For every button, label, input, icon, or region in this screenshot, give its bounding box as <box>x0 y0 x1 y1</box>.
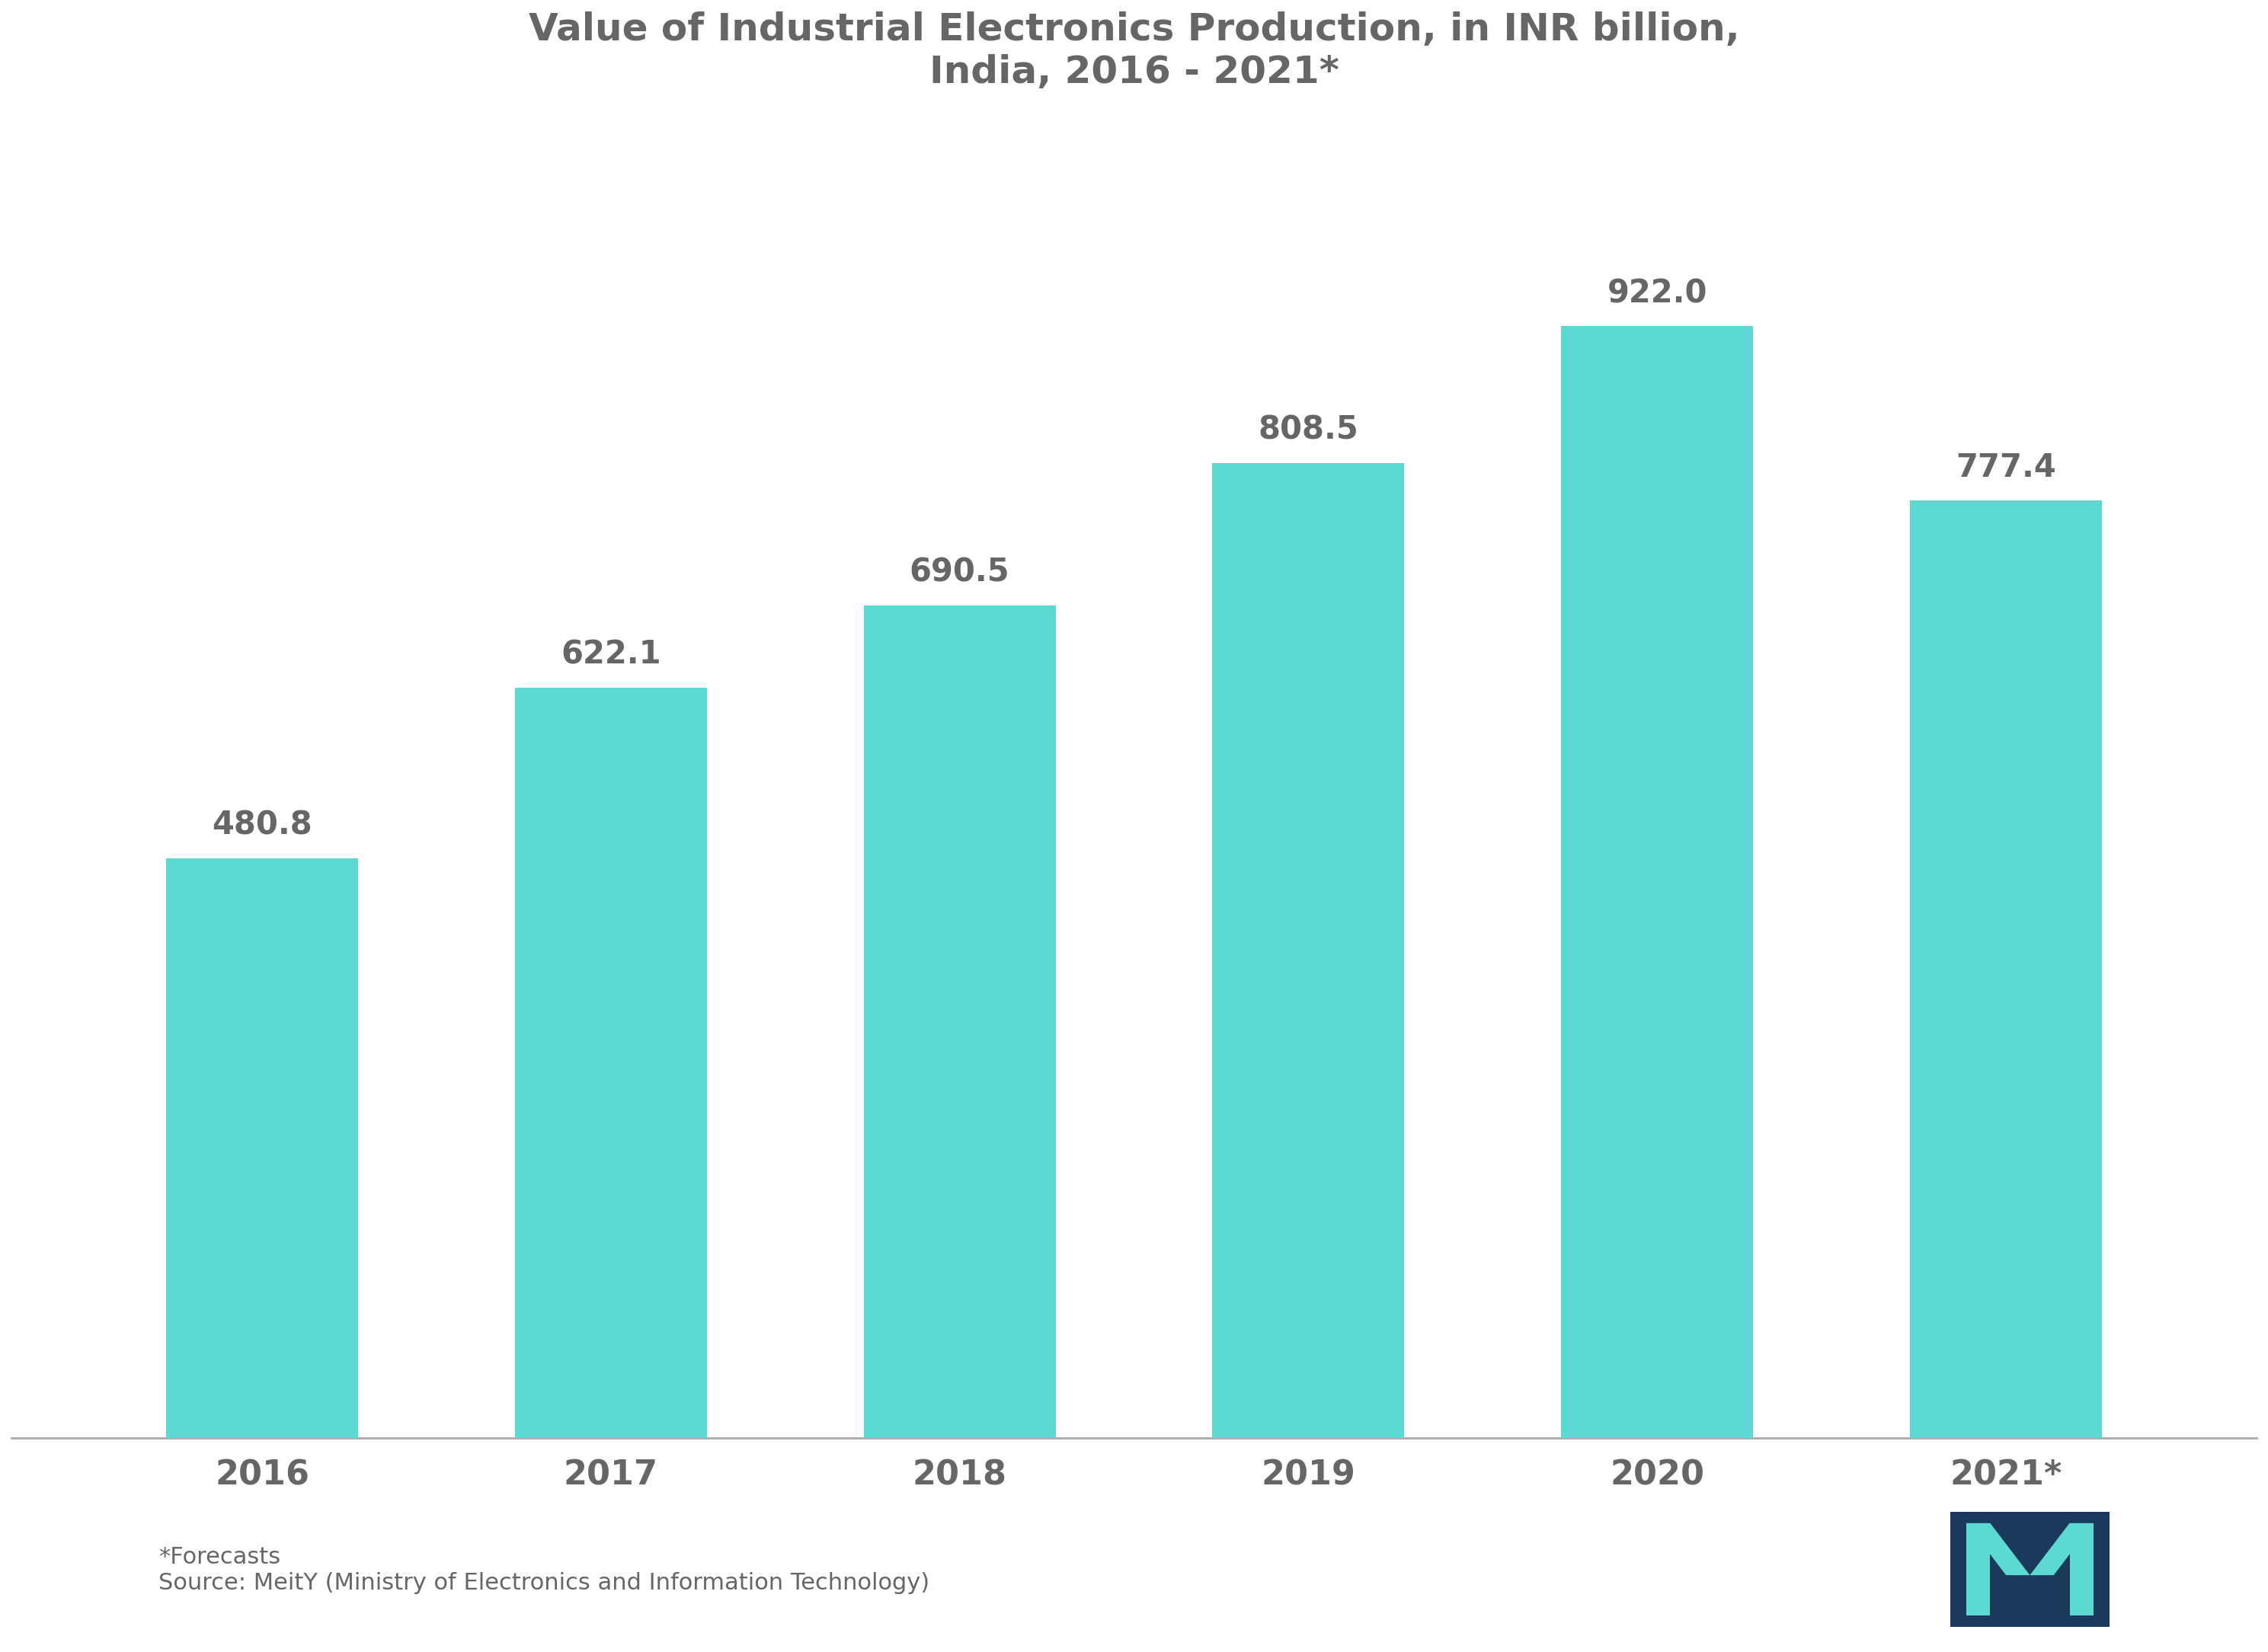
Text: 808.5: 808.5 <box>1259 415 1359 446</box>
Text: *Forecasts
Source: MeitY (Ministry of Electronics and Information Technology): *Forecasts Source: MeitY (Ministry of El… <box>159 1546 930 1594</box>
Text: 480.8: 480.8 <box>211 809 313 841</box>
Bar <box>864 605 1055 1437</box>
Polygon shape <box>1966 1523 2030 1576</box>
Text: 622.1: 622.1 <box>560 639 660 671</box>
Polygon shape <box>2068 1523 2093 1616</box>
Text: 777.4: 777.4 <box>1955 451 2057 484</box>
Polygon shape <box>1950 1512 2109 1627</box>
Bar <box>1910 501 2102 1437</box>
Polygon shape <box>2030 1523 2093 1576</box>
Text: 922.0: 922.0 <box>1608 278 1708 309</box>
Polygon shape <box>1966 1523 1989 1616</box>
Bar <box>515 687 708 1437</box>
Text: 690.5: 690.5 <box>909 557 1009 588</box>
Title: Value of Industrial Electronics Production, in INR billion,
India, 2016 - 2021*: Value of Industrial Electronics Producti… <box>528 12 1740 91</box>
Bar <box>1560 325 1753 1437</box>
Bar <box>166 857 358 1437</box>
Bar <box>1213 463 1404 1437</box>
